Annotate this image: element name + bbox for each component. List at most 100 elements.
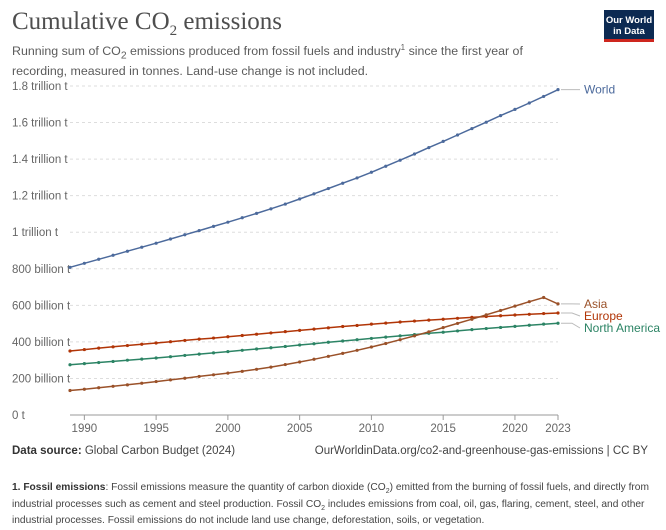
x-tick-label: 2000 (215, 423, 241, 435)
x-tick-label: 2010 (359, 423, 385, 435)
data-point (211, 351, 216, 355)
data-point (355, 323, 359, 328)
data-point (326, 326, 330, 330)
data-point (283, 202, 287, 206)
x-tick-label: 2005 (287, 423, 313, 435)
logo-line-2: in Data (613, 26, 645, 37)
data-point (168, 237, 173, 241)
data-point (226, 371, 230, 375)
data-point (183, 338, 187, 343)
data-point (455, 316, 460, 320)
data-point (341, 339, 345, 343)
data-point (68, 265, 72, 269)
data-point (240, 216, 244, 220)
data-point (197, 352, 201, 356)
data-point (125, 343, 130, 348)
data-point (125, 383, 130, 387)
data-point (427, 145, 431, 150)
data-point (326, 340, 330, 344)
data-point (283, 362, 287, 367)
data-point (97, 257, 101, 261)
source-url-link[interactable]: OurWorldinData.org/co2-and-greenhouse-ga… (314, 445, 648, 457)
data-point (140, 381, 144, 385)
data-point (254, 211, 259, 215)
data-point (254, 347, 259, 351)
data-point (355, 338, 359, 342)
data-point (140, 245, 144, 249)
y-tick-label: 0 t (12, 410, 26, 422)
data-point (226, 335, 230, 339)
data-point (542, 295, 546, 300)
data-point (312, 342, 316, 346)
data-point (154, 379, 158, 384)
data-point (527, 101, 531, 105)
data-point (455, 133, 460, 137)
data-point (125, 249, 130, 253)
owid-logo[interactable]: Our World in Data (604, 10, 654, 42)
data-point (341, 181, 345, 185)
y-tick-label: 1.6 trillion t (12, 118, 68, 130)
data-point (369, 170, 374, 174)
label-connector (561, 322, 581, 329)
data-point (355, 176, 359, 180)
data-point (369, 345, 374, 349)
data-point (211, 224, 216, 228)
data-point (240, 348, 244, 352)
data-point (312, 192, 316, 196)
y-tick-label: 1.8 trillion t (12, 81, 68, 93)
data-point (384, 321, 388, 325)
data-point (441, 326, 445, 330)
label-connector (561, 312, 581, 317)
data-point (154, 341, 158, 345)
data-point (470, 126, 474, 131)
data-point (412, 152, 417, 156)
y-tick-label: 1 trillion t (12, 227, 59, 239)
data-point (154, 356, 158, 360)
data-point (455, 329, 460, 333)
data-point (556, 302, 560, 306)
data-point (97, 346, 101, 350)
data-point (226, 220, 230, 224)
data-point (183, 376, 187, 380)
chart-subtitle: Running sum of CO2 emissions produced fr… (12, 43, 523, 78)
logo-line-1: Our World (605, 15, 653, 26)
data-point (269, 331, 273, 335)
data-point (211, 373, 216, 377)
data-point (183, 233, 187, 237)
data-point (341, 324, 345, 329)
data-point (527, 312, 531, 316)
x-tick-label: 1990 (72, 423, 98, 435)
data-point (441, 139, 445, 143)
data-point (498, 325, 503, 330)
series-label: Europe (584, 309, 623, 323)
data-point (298, 197, 302, 201)
data-point (412, 334, 417, 338)
data-point (111, 345, 115, 349)
y-tick-label: 200 billion t (12, 373, 71, 385)
data-point (211, 336, 216, 340)
data-point (355, 348, 359, 352)
data-point (111, 384, 115, 388)
data-point (341, 351, 345, 356)
data-point (183, 353, 187, 358)
data-point (82, 347, 86, 352)
series-label: World (584, 83, 615, 97)
data-point (484, 326, 488, 331)
data-point (125, 358, 130, 362)
data-point (498, 114, 503, 118)
data-point (298, 360, 302, 364)
data-point (398, 334, 402, 338)
data-point (68, 363, 72, 367)
line-chart: 0 t 200 billion t 400 billion t 600 billion… (12, 81, 660, 435)
y-tick-label: 400 billion t (12, 337, 71, 349)
data-point (427, 330, 431, 334)
data-point (326, 354, 330, 358)
data-point (498, 314, 503, 318)
data-point (398, 338, 402, 342)
data-point (226, 349, 230, 354)
data-point (68, 349, 72, 353)
data-point (384, 164, 388, 168)
data-point (254, 332, 259, 336)
data-point (369, 336, 374, 341)
data-point (542, 311, 546, 316)
